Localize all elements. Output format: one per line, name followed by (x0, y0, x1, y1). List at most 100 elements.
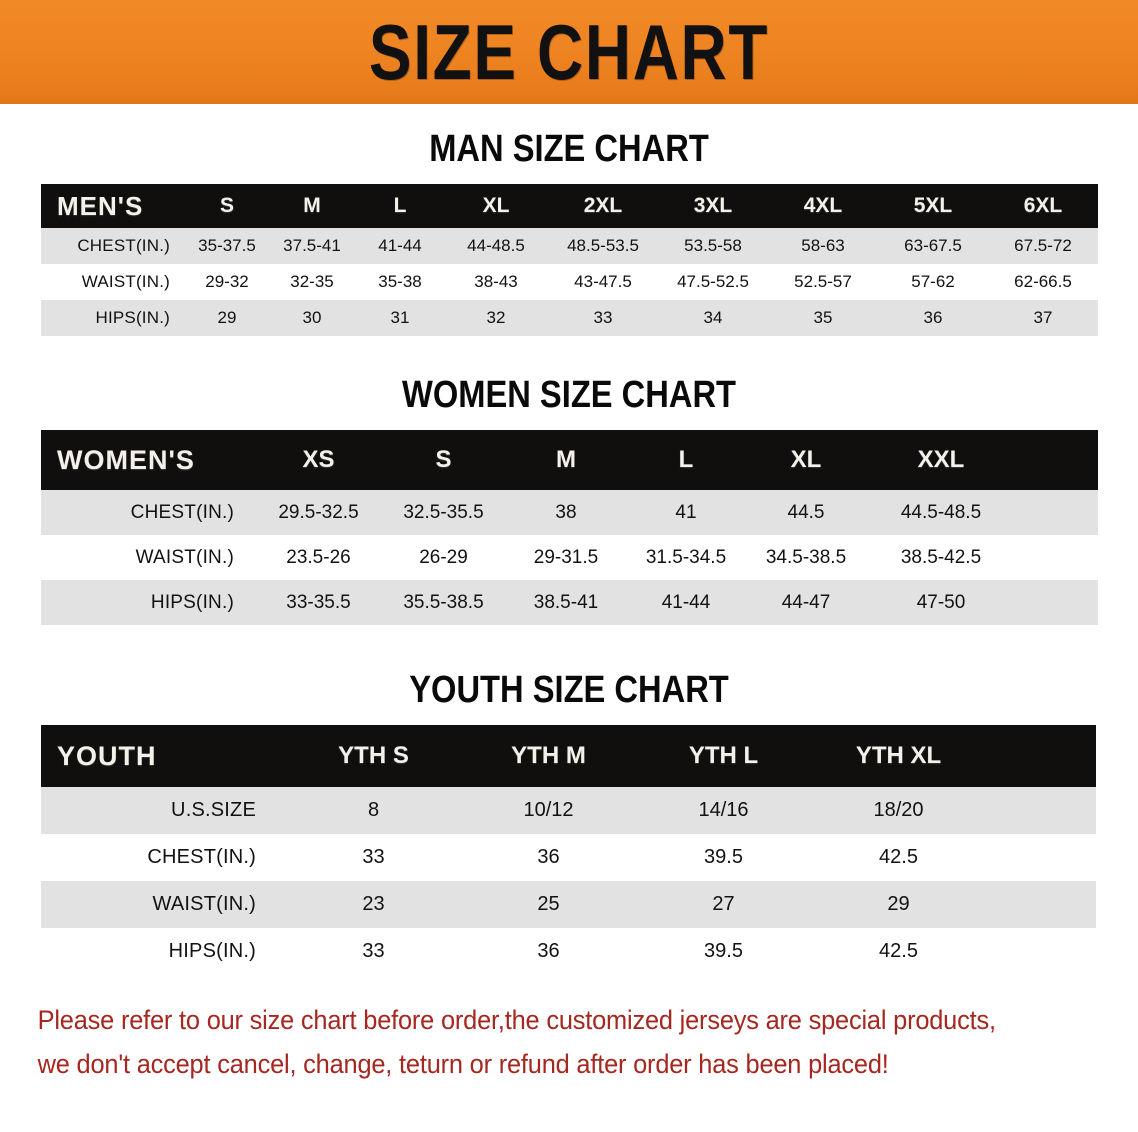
man-size-col-8: 6XL (988, 184, 1098, 228)
women-size-col-1: S (381, 430, 506, 490)
women-cell-2-2: 38.5-41 (506, 580, 626, 625)
youth-cell-3-1: 36 (461, 928, 636, 975)
women-size-col-4: XL (746, 430, 866, 490)
man-cell-2-1: 30 (268, 300, 356, 336)
women-header-spacer (1016, 430, 1098, 490)
table-row: HIPS(IN.) 29 30 31 32 33 34 35 36 37 (41, 300, 1098, 336)
man-cell-0-2: 41-44 (356, 228, 444, 264)
women-cell-spacer (1016, 490, 1098, 535)
youth-header-spacer (986, 725, 1096, 787)
women-cell-0-4: 44.5 (746, 490, 866, 535)
man-cell-1-6: 52.5-57 (768, 264, 878, 300)
women-size-col-3: L (626, 430, 746, 490)
women-cell-1-5: 38.5-42.5 (866, 535, 1016, 580)
youth-cell-0-0: 8 (286, 787, 461, 834)
women-cell-2-5: 47-50 (866, 580, 1016, 625)
man-cell-0-8: 67.5-72 (988, 228, 1098, 264)
man-row-label-0: CHEST(IN.) (41, 228, 186, 264)
women-cell-1-4: 34.5-38.5 (746, 535, 866, 580)
man-cell-2-7: 36 (878, 300, 988, 336)
women-cell-0-1: 32.5-35.5 (381, 490, 506, 535)
man-cell-2-2: 31 (356, 300, 444, 336)
man-size-col-2: L (356, 184, 444, 228)
youth-cell-1-3: 42.5 (811, 834, 986, 881)
man-cell-0-6: 58-63 (768, 228, 878, 264)
women-cell-spacer (1016, 535, 1098, 580)
table-row: CHEST(IN.) 29.5-32.5 32.5-35.5 38 41 44.… (41, 490, 1098, 535)
table-row: WAIST(IN.) 23.5-26 26-29 29-31.5 31.5-34… (41, 535, 1098, 580)
youth-cell-3-0: 33 (286, 928, 461, 975)
women-size-col-5: XXL (866, 430, 1016, 490)
youth-row-label-3: HIPS(IN.) (41, 928, 286, 975)
youth-size-table: YOUTH YTH S YTH M YTH L YTH XL U.S.SIZE … (41, 725, 1096, 975)
man-cell-0-7: 63-67.5 (878, 228, 988, 264)
women-cell-2-3: 41-44 (626, 580, 746, 625)
table-row: HIPS(IN.) 33-35.5 35.5-38.5 38.5-41 41-4… (41, 580, 1098, 625)
table-row: HIPS(IN.) 33 36 39.5 42.5 (41, 928, 1096, 975)
youth-row-label-0: U.S.SIZE (41, 787, 286, 834)
man-cell-1-3: 38-43 (444, 264, 548, 300)
women-cell-0-0: 29.5-32.5 (256, 490, 381, 535)
man-size-col-5: 3XL (658, 184, 768, 228)
youth-table-header-row: YOUTH YTH S YTH M YTH L YTH XL (41, 725, 1096, 787)
page-banner: SIZE CHART (0, 0, 1138, 104)
table-row: WAIST(IN.) 23 25 27 29 (41, 881, 1096, 928)
youth-cell-2-1: 25 (461, 881, 636, 928)
man-row-label-1: WAIST(IN.) (41, 264, 186, 300)
man-table-header-row: MEN'S S M L XL 2XL 3XL 4XL 5XL 6XL (41, 184, 1098, 228)
table-row: WAIST(IN.) 29-32 32-35 35-38 38-43 43-47… (41, 264, 1098, 300)
man-cell-2-3: 32 (444, 300, 548, 336)
man-size-col-7: 5XL (878, 184, 988, 228)
youth-cell-1-1: 36 (461, 834, 636, 881)
table-row: CHEST(IN.) 33 36 39.5 42.5 (41, 834, 1096, 881)
women-cell-1-1: 26-29 (381, 535, 506, 580)
man-cell-0-1: 37.5-41 (268, 228, 356, 264)
man-cell-1-2: 35-38 (356, 264, 444, 300)
youth-cell-3-3: 42.5 (811, 928, 986, 975)
youth-cell-0-1: 10/12 (461, 787, 636, 834)
youth-cell-spacer (986, 928, 1096, 975)
youth-corner-label: YOUTH (41, 725, 286, 787)
women-row-label-2: HIPS(IN.) (41, 580, 256, 625)
women-cell-2-1: 35.5-38.5 (381, 580, 506, 625)
man-cell-1-8: 62-66.5 (988, 264, 1098, 300)
youth-cell-2-3: 29 (811, 881, 986, 928)
youth-row-label-1: CHEST(IN.) (41, 834, 286, 881)
disclaimer-text: Please refer to our size chart before or… (0, 999, 1070, 1086)
women-section-title: WOMEN SIZE CHART (401, 374, 737, 416)
youth-cell-2-2: 27 (636, 881, 811, 928)
man-cell-1-5: 47.5-52.5 (658, 264, 768, 300)
youth-row-label-2: WAIST(IN.) (41, 881, 286, 928)
man-cell-1-4: 43-47.5 (548, 264, 658, 300)
man-cell-0-3: 44-48.5 (444, 228, 548, 264)
man-size-col-3: XL (444, 184, 548, 228)
youth-cell-spacer (986, 834, 1096, 881)
page-title: SIZE CHART (368, 8, 770, 96)
women-row-label-0: CHEST(IN.) (41, 490, 256, 535)
man-cell-0-4: 48.5-53.5 (548, 228, 658, 264)
man-cell-1-1: 32-35 (268, 264, 356, 300)
women-corner-label: WOMEN'S (41, 430, 256, 490)
man-size-table: MEN'S S M L XL 2XL 3XL 4XL 5XL 6XL CHEST… (41, 184, 1098, 336)
youth-cell-0-3: 18/20 (811, 787, 986, 834)
youth-size-col-0: YTH S (286, 725, 461, 787)
man-cell-1-7: 57-62 (878, 264, 988, 300)
women-size-col-2: M (506, 430, 626, 490)
women-cell-1-3: 31.5-34.5 (626, 535, 746, 580)
disclaimer-line-2: we don't accept cancel, change, teturn o… (37, 1048, 889, 1079)
man-corner-label: MEN'S (41, 184, 186, 228)
man-size-col-6: 4XL (768, 184, 878, 228)
youth-section-title: YOUTH SIZE CHART (409, 669, 729, 711)
women-cell-2-0: 33-35.5 (256, 580, 381, 625)
women-cell-2-4: 44-47 (746, 580, 866, 625)
youth-cell-1-2: 39.5 (636, 834, 811, 881)
youth-cell-2-0: 23 (286, 881, 461, 928)
youth-size-col-3: YTH XL (811, 725, 986, 787)
man-size-col-0: S (186, 184, 268, 228)
man-cell-2-8: 37 (988, 300, 1098, 336)
man-section-title: MAN SIZE CHART (429, 128, 709, 170)
women-cell-1-0: 23.5-26 (256, 535, 381, 580)
man-size-col-1: M (268, 184, 356, 228)
women-cell-spacer (1016, 580, 1098, 625)
youth-cell-0-2: 14/16 (636, 787, 811, 834)
